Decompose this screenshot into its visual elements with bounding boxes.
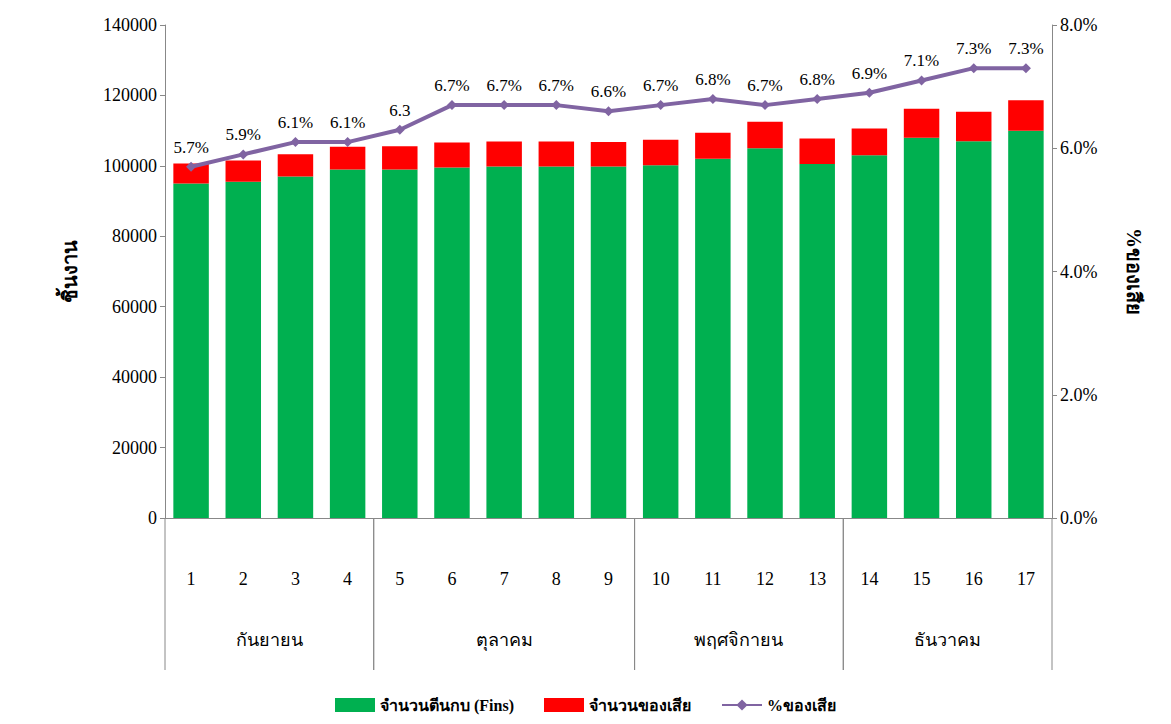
svg-text:จำนวนของเสีย: จำนวนของเสีย <box>589 696 691 714</box>
svg-text:9: 9 <box>604 569 613 589</box>
svg-text:17: 17 <box>1017 569 1035 589</box>
svg-text:2: 2 <box>239 569 248 589</box>
svg-text:%ของเสีย: %ของเสีย <box>1123 228 1145 315</box>
svg-text:7: 7 <box>500 569 509 589</box>
svg-text:6.7%: 6.7% <box>643 76 678 95</box>
svg-text:6.0%: 6.0% <box>1060 138 1098 158</box>
svg-text:60000: 60000 <box>112 297 157 317</box>
svg-text:6.8%: 6.8% <box>695 70 730 89</box>
svg-text:120000: 120000 <box>103 85 157 105</box>
svg-text:7.1%: 7.1% <box>904 51 939 70</box>
svg-text:6.9%: 6.9% <box>852 64 887 83</box>
svg-text:15: 15 <box>913 569 931 589</box>
svg-text:4: 4 <box>343 569 352 589</box>
svg-text:140000: 140000 <box>103 15 157 35</box>
svg-text:จำนวนตีนกบ (Fins): จำนวนตีนกบ (Fins) <box>380 696 514 715</box>
svg-text:8.0%: 8.0% <box>1060 15 1098 35</box>
svg-text:พฤศจิกายน: พฤศจิกายน <box>694 630 783 650</box>
svg-text:5.7%: 5.7% <box>173 138 208 157</box>
svg-text:5: 5 <box>395 569 404 589</box>
svg-text:ชิ้นงาน: ชิ้นงาน <box>55 240 81 303</box>
svg-text:14: 14 <box>860 569 878 589</box>
svg-text:กันยายน: กันยายน <box>236 630 303 650</box>
svg-text:7.3%: 7.3% <box>1008 39 1043 58</box>
svg-text:100000: 100000 <box>103 156 157 176</box>
svg-text:6.7%: 6.7% <box>486 76 521 95</box>
svg-text:11: 11 <box>704 569 721 589</box>
svg-text:ตุลาคม: ตุลาคม <box>476 630 533 651</box>
svg-text:0.0%: 0.0% <box>1060 508 1098 528</box>
svg-text:6.7%: 6.7% <box>747 76 782 95</box>
svg-text:80000: 80000 <box>112 226 157 246</box>
svg-text:0: 0 <box>148 508 157 528</box>
svg-text:8: 8 <box>552 569 561 589</box>
svg-text:6.1%: 6.1% <box>278 113 313 132</box>
svg-text:4.0%: 4.0% <box>1060 262 1098 282</box>
svg-text:6: 6 <box>447 569 456 589</box>
svg-text:7.3%: 7.3% <box>956 39 991 58</box>
svg-text:10: 10 <box>652 569 670 589</box>
svg-text:2.0%: 2.0% <box>1060 385 1098 405</box>
svg-text:ธันวาคม: ธันวาคม <box>914 630 981 650</box>
svg-text:12: 12 <box>756 569 774 589</box>
svg-text:%ของเสีย: %ของเสีย <box>767 696 836 714</box>
svg-text:1: 1 <box>187 569 196 589</box>
svg-text:6.3: 6.3 <box>389 101 410 120</box>
svg-text:6.7%: 6.7% <box>434 76 469 95</box>
svg-text:20000: 20000 <box>112 438 157 458</box>
svg-text:6.6%: 6.6% <box>591 82 626 101</box>
svg-text:6.8%: 6.8% <box>799 70 834 89</box>
svg-text:5.9%: 5.9% <box>226 125 261 144</box>
svg-text:6.1%: 6.1% <box>330 113 365 132</box>
svg-text:40000: 40000 <box>112 367 157 387</box>
svg-text:13: 13 <box>808 569 826 589</box>
svg-text:6.7%: 6.7% <box>539 76 574 95</box>
svg-text:16: 16 <box>965 569 983 589</box>
svg-text:3: 3 <box>291 569 300 589</box>
